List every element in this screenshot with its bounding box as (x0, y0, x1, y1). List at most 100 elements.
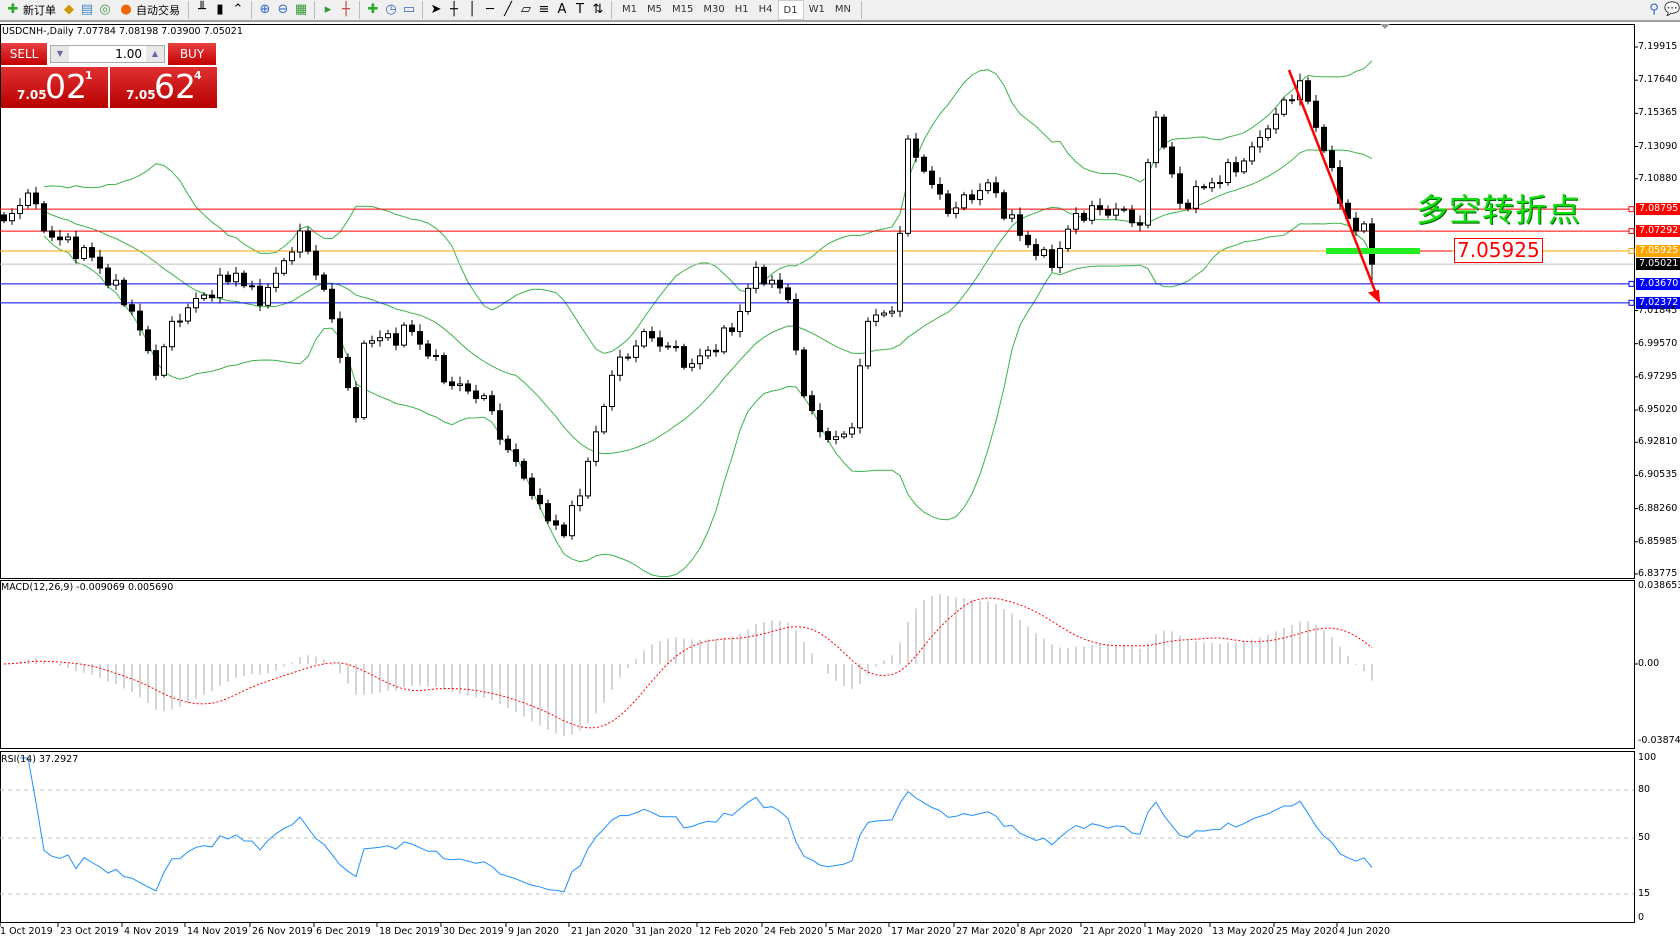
candle-body-bearish (1353, 217, 1359, 232)
candle-body-bullish (169, 320, 175, 348)
candle (1097, 198, 1103, 216)
candle (177, 313, 183, 328)
candle (521, 458, 527, 481)
candle (1001, 189, 1007, 221)
candle-body-bullish (961, 194, 967, 209)
bar-chart-icon[interactable]: ╨ (198, 2, 206, 17)
candle (1049, 244, 1055, 272)
templates-icon[interactable]: ▭ (402, 2, 416, 17)
timeframe-w1[interactable]: W1 (808, 4, 825, 15)
candle (305, 226, 311, 255)
vertical-line-icon[interactable]: │ (468, 2, 476, 17)
candle-body-bearish (1305, 80, 1311, 102)
candle-body-bearish (1129, 209, 1135, 224)
candle (1313, 95, 1319, 133)
price-axis-label: 7.15365 (1638, 107, 1678, 119)
chat-icon[interactable]: 💬 (1664, 2, 1680, 17)
candle (969, 189, 975, 204)
line-handle (1628, 299, 1635, 306)
candle-body-bullish (1153, 116, 1159, 164)
candle (481, 392, 487, 401)
horizontal-line-icon[interactable]: ─ (486, 2, 494, 17)
candle (385, 329, 391, 341)
candle (1273, 108, 1279, 134)
timeframe-m5[interactable]: M5 (647, 4, 662, 15)
candle (577, 488, 583, 512)
candlestick-icon[interactable]: ▮ (216, 2, 224, 17)
candle (529, 473, 535, 500)
candle-body-bearish (625, 356, 631, 359)
candle (1145, 158, 1151, 229)
candle-body-bearish (129, 304, 135, 312)
turning-point-annotation[interactable]: 多空转折点 (1416, 191, 1582, 229)
line-chart-icon[interactable]: ⌃ (232, 2, 244, 17)
candle-body-bullish (881, 312, 887, 316)
lot-increase-button[interactable]: ▲ (146, 46, 164, 62)
autoscroll-icon[interactable]: ▸ (324, 2, 332, 17)
search-icon[interactable]: ⚲ (1649, 2, 1659, 17)
candle-body-bearish (1185, 202, 1191, 209)
cursor-icon[interactable]: ➤ (430, 2, 442, 17)
candle-body-bullish (977, 190, 983, 201)
candle-body-bearish (545, 503, 551, 522)
candle (833, 430, 839, 445)
indicators-icon[interactable]: ✚ (367, 2, 379, 17)
candle (633, 339, 639, 363)
sell-button[interactable]: SELL (1, 43, 47, 65)
candle-body-bullish (289, 251, 295, 262)
zoom-out-icon[interactable]: ⊖ (277, 2, 289, 17)
text-icon[interactable]: A (557, 2, 567, 17)
new-order-button[interactable]: ✚ 新订单 (2, 0, 59, 20)
macd-label: MACD(12,26,9) -0.009069 0.005690 (1, 582, 174, 593)
lot-size-input[interactable]: ▼ 1.00 ▲ (50, 45, 165, 63)
arrows-icon[interactable]: ⇅ (592, 2, 604, 17)
separator (860, 1, 862, 19)
timeframe-d1[interactable]: D1 (777, 0, 804, 20)
fibonacci-icon[interactable]: ≡ (538, 2, 550, 17)
bid-price-button[interactable]: 7.05 02 1 (1, 67, 108, 108)
text-label-icon[interactable]: T (576, 2, 584, 17)
candle (769, 275, 775, 288)
candle-body-bearish (465, 383, 471, 392)
price-tag-7.07292: 7.07292 (1636, 225, 1680, 238)
timeframe-mn[interactable]: MN (834, 4, 851, 15)
candle (897, 226, 903, 317)
rsi-axis-label: 80 (1638, 784, 1651, 795)
candle (585, 457, 591, 500)
signals-icon[interactable]: ◎ (99, 2, 111, 17)
zoom-in-icon[interactable]: ⊕ (259, 2, 271, 17)
tile-windows-icon[interactable]: ▦ (294, 2, 308, 17)
candle (1233, 156, 1239, 177)
chart-shift-icon[interactable]: ┼ (342, 2, 350, 17)
periods-icon[interactable]: ◷ (385, 2, 397, 17)
timeframe-m15[interactable]: M15 (672, 4, 694, 15)
navigator-icon[interactable]: ◆ (64, 2, 74, 17)
candle-body-bullish (233, 272, 239, 283)
candle-body-bullish (985, 182, 991, 192)
candle (209, 290, 215, 302)
candle (289, 246, 295, 265)
equidistant-channel-icon[interactable]: ▱ (521, 2, 531, 17)
trendline-icon[interactable]: ╱ (504, 2, 512, 17)
timeframe-h1[interactable]: H1 (734, 4, 749, 15)
price-label-annotation[interactable]: 7.05925 (1454, 238, 1543, 263)
candle-body-bullish (753, 266, 759, 289)
buy-button[interactable]: BUY (168, 43, 216, 65)
auto-trading-button[interactable]: ● 自动交易 (115, 0, 183, 20)
timeframe-m30[interactable]: M30 (703, 4, 725, 15)
ask-price-button[interactable]: 7.05 62 4 (110, 67, 217, 108)
candle (393, 327, 399, 351)
timeframe-h4[interactable]: H4 (758, 4, 773, 15)
terminal-icon[interactable]: ▤ (80, 2, 94, 17)
candle (977, 183, 983, 206)
candle-body-bearish (945, 193, 951, 214)
candle-body-bullish (1057, 247, 1063, 268)
lot-decrease-button[interactable]: ▼ (51, 46, 69, 62)
crosshair-icon[interactable]: ┼ (450, 2, 458, 17)
candle-body-bullish (81, 247, 87, 260)
separator (422, 1, 423, 19)
candle-body-bearish (473, 390, 479, 399)
timeframe-m1[interactable]: M1 (622, 4, 637, 15)
candle (217, 267, 223, 304)
